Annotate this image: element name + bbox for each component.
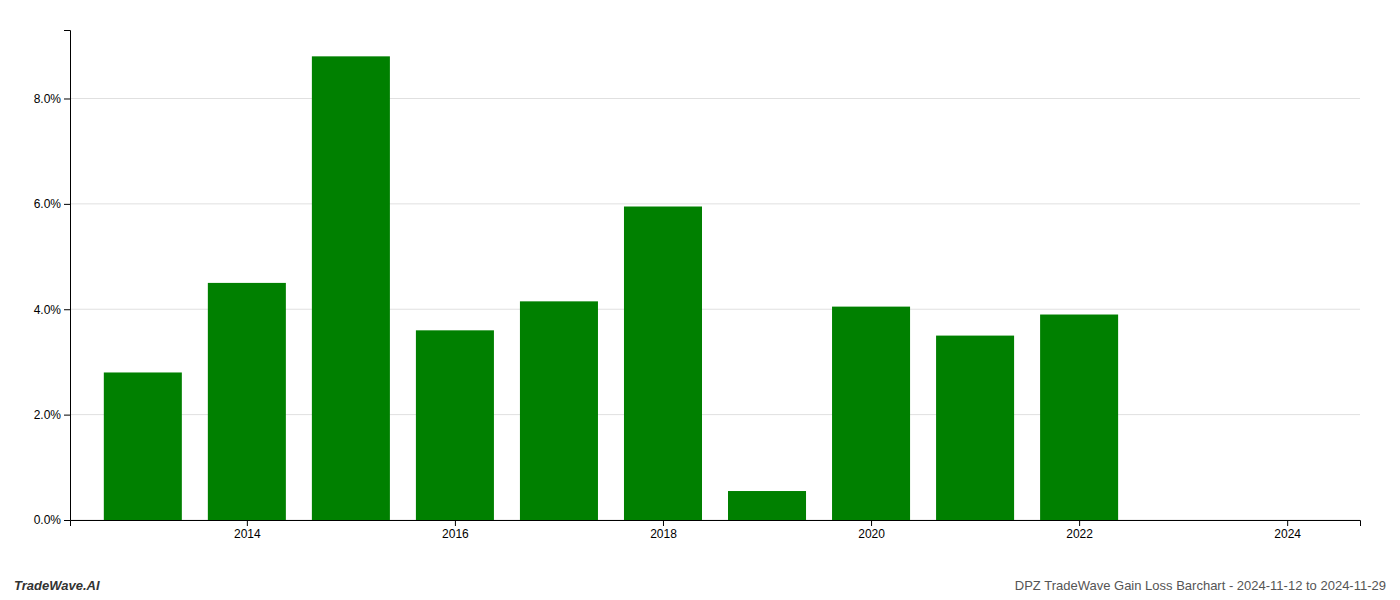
y-tick-label: 4.0% (34, 303, 62, 317)
y-tick-mark (64, 309, 70, 310)
bar (208, 283, 286, 520)
y-tick-mark (64, 204, 70, 205)
y-tick-label: 8.0% (34, 92, 62, 106)
x-tick-label: 2014 (234, 527, 261, 541)
bar (104, 372, 182, 520)
x-tick-mark (871, 520, 872, 526)
x-tick: 2022 (1066, 520, 1093, 541)
x-tick-label: 2018 (650, 527, 677, 541)
x-axis-line (71, 521, 1361, 527)
plot: 2014 2016 2018 2020 2022 2024 0.0% 2.0% 4.0% 6.0%… (34, 31, 1361, 541)
y-tick: 0.0% (34, 513, 70, 527)
x-tick-mark (455, 520, 456, 526)
x-tick-mark (1287, 520, 1288, 526)
x-tick-label: 2020 (858, 527, 885, 541)
footer-right: DPZ TradeWave Gain Loss Barchart - 2024-… (1015, 578, 1386, 593)
x-tick-label: 2016 (442, 527, 469, 541)
bar (520, 301, 598, 520)
grid (70, 98, 1360, 520)
x-tick: 2014 (234, 520, 261, 541)
x-tick-mark (1079, 520, 1080, 526)
x-tick: 2016 (442, 520, 469, 541)
bar (832, 307, 910, 520)
x-tick: 2020 (858, 520, 885, 541)
y-tick-mark (64, 98, 70, 99)
x-tick-label: 2022 (1066, 527, 1093, 541)
bar (1040, 315, 1118, 520)
y-tick: 6.0% (34, 197, 70, 211)
x-axis: 2014 2016 2018 2020 2022 2024 (71, 520, 1361, 541)
y-tick-mark (64, 520, 70, 521)
y-tick-label: 0.0% (34, 513, 62, 527)
bar (416, 330, 494, 520)
x-tick-label: 2024 (1274, 527, 1301, 541)
footer-left: TradeWave.AI (14, 578, 100, 593)
y-tick: 8.0% (34, 92, 70, 106)
bar (936, 336, 1014, 520)
y-axis-line (64, 31, 71, 521)
bars (104, 56, 1118, 520)
x-tick: 2018 (650, 520, 677, 541)
y-tick-mark (64, 415, 70, 416)
grid-line (70, 203, 1360, 204)
bar (312, 56, 390, 520)
grid-line (70, 98, 1360, 99)
x-tick-mark (247, 520, 248, 526)
bar (728, 491, 806, 520)
bar (624, 207, 702, 520)
y-tick-label: 6.0% (34, 197, 62, 211)
y-tick-label: 2.0% (34, 408, 62, 422)
x-tick: 2024 (1274, 520, 1301, 541)
y-tick: 2.0% (34, 408, 70, 422)
y-tick: 4.0% (34, 303, 70, 317)
bar (1144, 520, 1222, 521)
x-tick-mark (663, 520, 664, 526)
y-axis: 0.0% 2.0% 4.0% 6.0% 8.0% (34, 31, 71, 528)
chart-svg: 2014 2016 2018 2020 2022 2024 0.0% 2.0% 4.0% 6.0%… (0, 0, 1400, 600)
